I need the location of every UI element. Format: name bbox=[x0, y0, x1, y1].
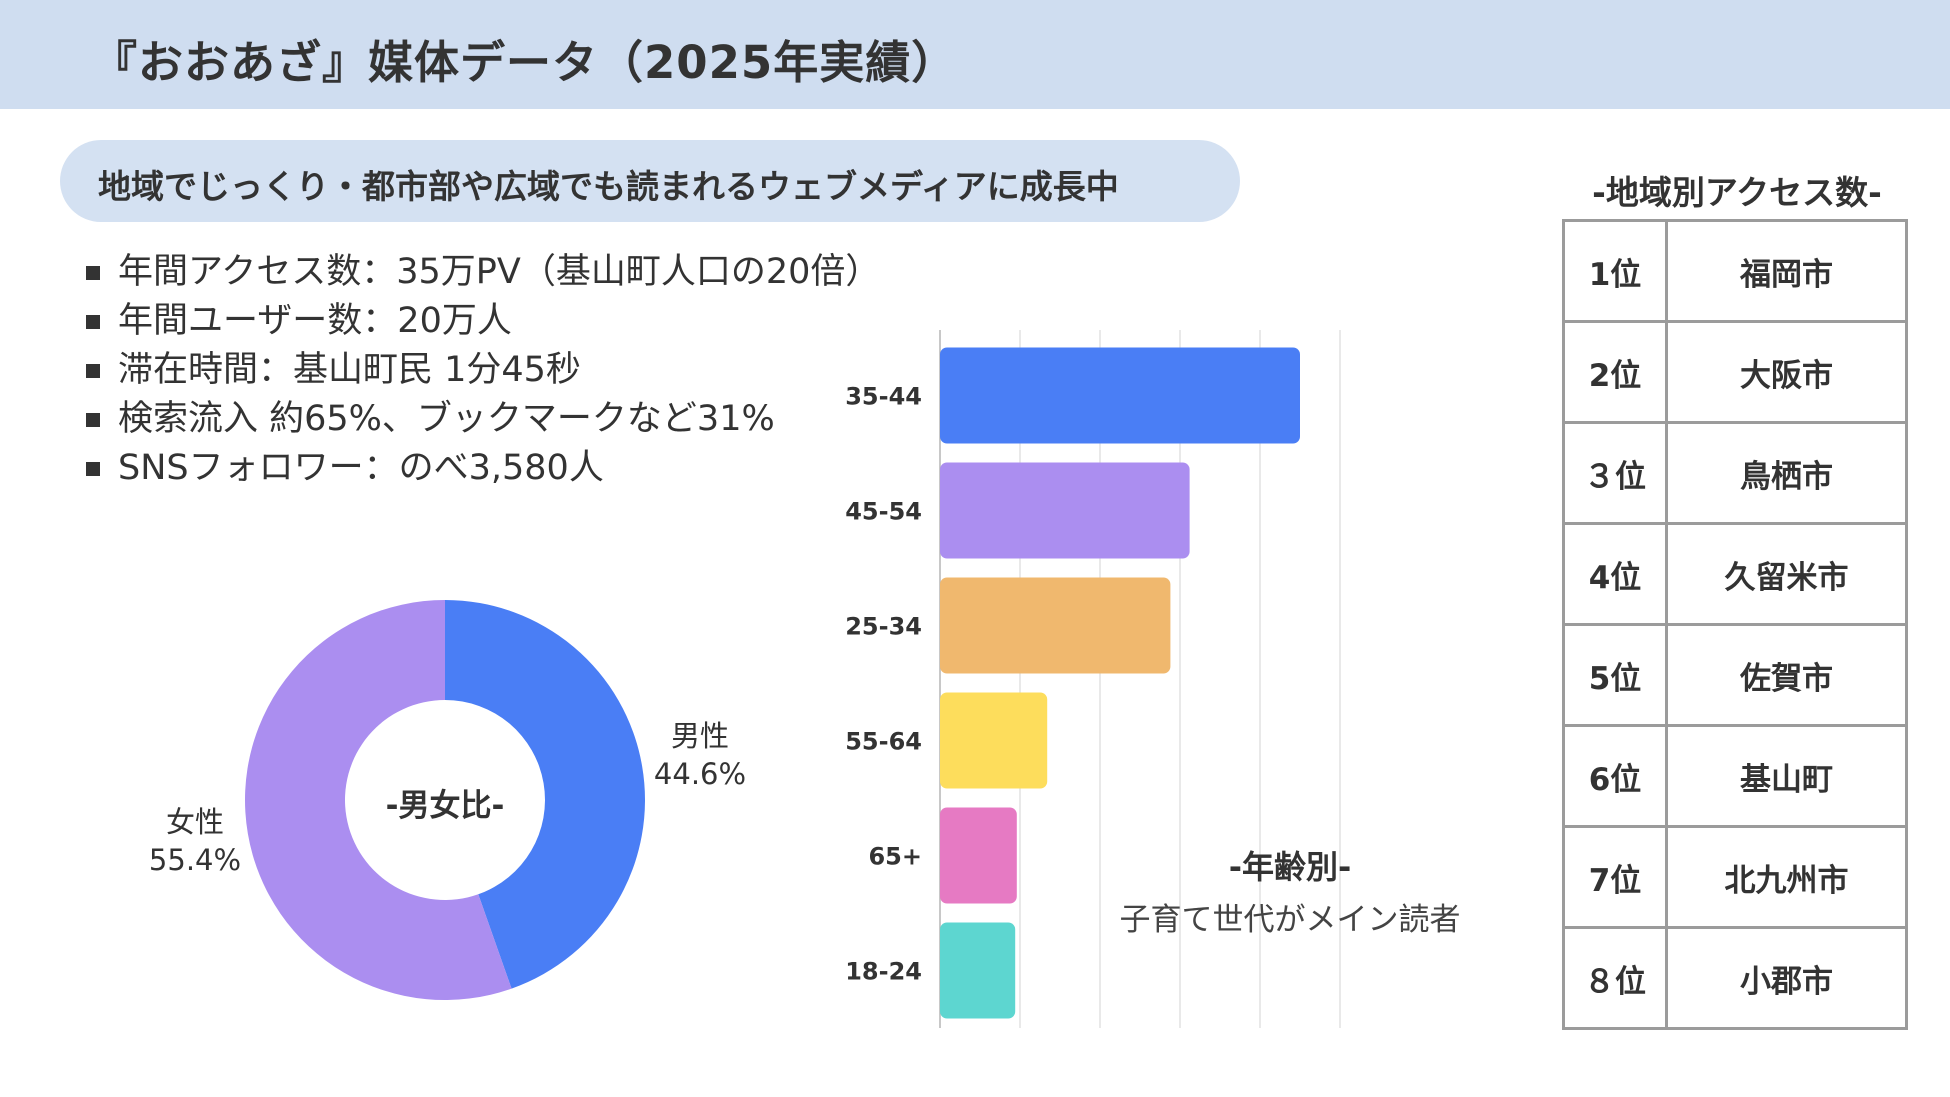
rank-cell: 1位 bbox=[1562, 219, 1668, 323]
bullet-square-icon bbox=[86, 413, 100, 427]
x-tick-label: 10,000 bbox=[1054, 1036, 1147, 1040]
x-tick-label: 25,000 bbox=[1294, 1036, 1387, 1040]
y-category-label: 25-34 bbox=[845, 613, 922, 641]
y-category-label: 65+ bbox=[868, 843, 922, 871]
header-bar: 『おおあざ』媒体データ（2025年実績） bbox=[0, 0, 1950, 109]
y-category-label: 35-44 bbox=[845, 383, 922, 411]
donut-slice-male bbox=[445, 600, 645, 989]
stats-list-item: 検索流入 約65%、ブックマークなど31% bbox=[86, 395, 880, 444]
table-row: 7位 北九州市 bbox=[1562, 825, 1908, 929]
bar-18-24 bbox=[940, 922, 1016, 1019]
donut-label-male: 男性 44.6% bbox=[640, 717, 760, 793]
gender-donut-svg bbox=[245, 600, 645, 1000]
donut-label-female: 女性 55.4% bbox=[135, 803, 255, 879]
stats-text: 滞在時間：基山町民 1分45秒 bbox=[118, 350, 581, 390]
rank-cell: ３位 bbox=[1562, 421, 1668, 525]
y-category-label: 18-24 bbox=[845, 958, 922, 986]
ranking-title: -地域別アクセス数- bbox=[1592, 173, 1882, 212]
donut-label-male-name: 男性 bbox=[670, 719, 729, 753]
table-row: 6位 基山町 bbox=[1562, 724, 1908, 828]
rank-cell: 4位 bbox=[1562, 522, 1668, 626]
city-cell: 北九州市 bbox=[1665, 825, 1908, 929]
city-cell: 基山町 bbox=[1665, 724, 1908, 828]
table-row: 4位 久留米市 bbox=[1562, 522, 1908, 626]
stats-text: 年間ユーザー数：20万人 bbox=[118, 301, 512, 341]
x-tick-label: 15,000 bbox=[1134, 1036, 1227, 1040]
stats-text: SNSフォロワー：のべ3,580人 bbox=[118, 448, 604, 488]
x-tick-label: 0 bbox=[932, 1036, 949, 1040]
city-cell: 大阪市 bbox=[1665, 320, 1908, 424]
table-row: 1位 福岡市 bbox=[1562, 219, 1908, 323]
stats-list-item: 滞在時間：基山町民 1分45秒 bbox=[86, 346, 880, 395]
table-row: ８位 小郡市 bbox=[1562, 926, 1908, 1030]
gender-donut-chart: -男女比- 男性 44.6% 女性 55.4% bbox=[0, 560, 800, 1020]
age-chart-caption: -年齢別- 子育て世代がメイン読者 bbox=[1080, 842, 1500, 939]
stats-list: 年間アクセス数：35万PV（基山町人口の20倍） 年間ユーザー数：20万人 滞在… bbox=[86, 248, 880, 493]
donut-label-female-name: 女性 bbox=[165, 805, 224, 839]
table-row: 5位 佐賀市 bbox=[1562, 623, 1908, 727]
bullet-square-icon bbox=[86, 462, 100, 476]
city-cell: 福岡市 bbox=[1665, 219, 1908, 323]
bullet-square-icon bbox=[86, 364, 100, 378]
page-title: 『おおあざ』媒体データ（2025年実績） bbox=[92, 36, 958, 89]
bullet-square-icon bbox=[86, 315, 100, 329]
city-cell: 佐賀市 bbox=[1665, 623, 1908, 727]
bar-45-54 bbox=[940, 462, 1190, 559]
rank-cell: 2位 bbox=[1562, 320, 1668, 424]
stats-list-item: 年間ユーザー数：20万人 bbox=[86, 297, 880, 346]
donut-slice-female bbox=[245, 600, 512, 1000]
bar-35-44 bbox=[940, 347, 1300, 444]
x-tick-label: 5,000 bbox=[982, 1036, 1058, 1040]
age-chart-title: -年齢別- bbox=[1228, 848, 1352, 886]
table-row: ３位 鳥栖市 bbox=[1562, 421, 1908, 525]
bar-55-64 bbox=[940, 692, 1048, 789]
stats-list-item: SNSフォロワー：のべ3,580人 bbox=[86, 444, 880, 493]
stats-text: 検索流入 約65%、ブックマークなど31% bbox=[118, 399, 775, 439]
rank-cell: 7位 bbox=[1562, 825, 1668, 929]
rank-cell: 6位 bbox=[1562, 724, 1668, 828]
donut-label-male-value: 44.6% bbox=[653, 757, 747, 791]
donut-label-female-value: 55.4% bbox=[148, 843, 242, 877]
stats-list-item: 年間アクセス数：35万PV（基山町人口の20倍） bbox=[86, 248, 880, 297]
subtitle-pill: 地域でじっくり・都市部や広域でも読まれるウェブメディアに成長中 bbox=[60, 140, 1240, 222]
bar-65+ bbox=[940, 807, 1017, 904]
city-cell: 小郡市 bbox=[1665, 926, 1908, 1030]
y-category-label: 45-54 bbox=[845, 498, 922, 526]
rank-cell: 5位 bbox=[1562, 623, 1668, 727]
rank-cell: ８位 bbox=[1562, 926, 1668, 1030]
y-category-label: 55-64 bbox=[845, 728, 922, 756]
ranking-table: 1位 福岡市 2位 大阪市 ３位 鳥栖市 4位 久留米市 5位 佐賀市 6位 基山町 7位北… bbox=[1562, 219, 1908, 1030]
city-cell: 久留米市 bbox=[1665, 522, 1908, 626]
x-tick-label: 20,000 bbox=[1214, 1036, 1307, 1040]
bar-25-34 bbox=[940, 577, 1171, 674]
subtitle-pill-text: 地域でじっくり・都市部や広域でも読まれるウェブメディアに成長中 bbox=[98, 167, 1119, 206]
city-cell: 鳥栖市 bbox=[1665, 421, 1908, 525]
age-chart-subtitle: 子育て世代がメイン読者 bbox=[1119, 902, 1461, 938]
table-row: 2位 大阪市 bbox=[1562, 320, 1908, 424]
bullet-square-icon bbox=[86, 266, 100, 280]
stats-text: 年間アクセス数：35万PV（基山町人口の20倍） bbox=[118, 252, 881, 292]
donut-center-title: -男女比- bbox=[385, 788, 505, 824]
